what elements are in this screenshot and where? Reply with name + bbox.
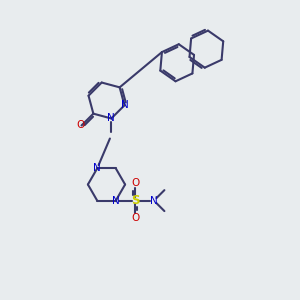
Text: O: O [131, 213, 140, 223]
Text: N: N [93, 164, 101, 173]
Text: O: O [76, 121, 84, 130]
Text: S: S [131, 194, 140, 207]
Text: O: O [131, 178, 140, 188]
Text: N: N [150, 196, 158, 206]
Text: N: N [107, 113, 115, 124]
Text: N: N [112, 196, 120, 206]
Text: N: N [121, 100, 128, 110]
